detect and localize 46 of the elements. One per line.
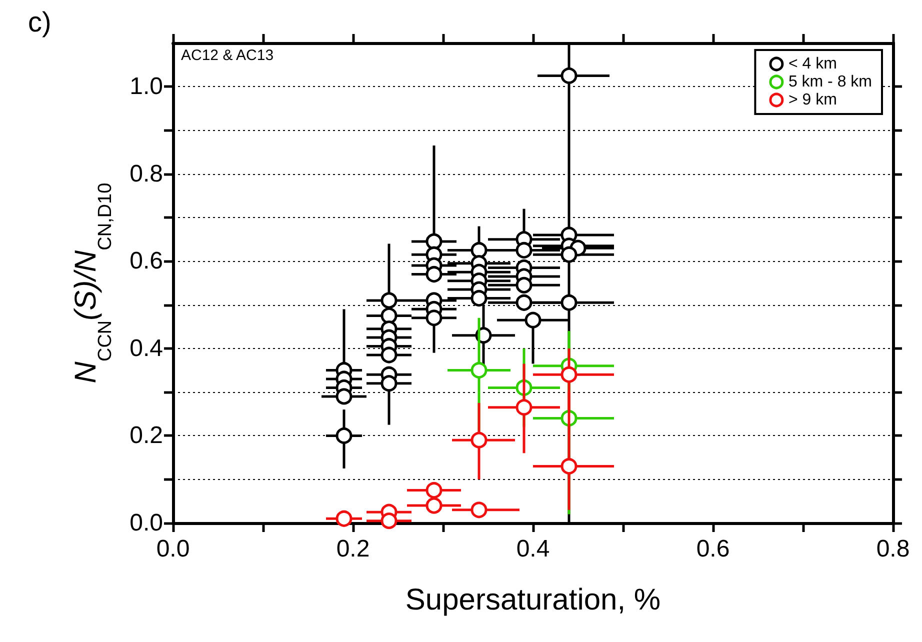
- point: [336, 510, 352, 527]
- y-tick-label: 1.0: [130, 73, 163, 100]
- point: [336, 427, 352, 444]
- y-tick-label: 0.0: [130, 510, 163, 536]
- point: [560, 246, 578, 263]
- legend-label: < 4 km: [788, 56, 837, 72]
- point: [380, 292, 398, 309]
- x-tick-label: 0.4: [516, 536, 550, 562]
- point: [560, 366, 578, 383]
- point: [426, 266, 442, 283]
- y-tick-label: 0.6: [130, 248, 163, 275]
- point: [516, 399, 532, 416]
- point: [516, 294, 532, 311]
- point: [516, 242, 532, 259]
- y-axis-title: NCCN(S)/NCN,D10: [70, 182, 116, 384]
- x-tick-label: 0.2: [336, 536, 370, 562]
- annotation: AC12 & AC13: [181, 47, 274, 64]
- point: [380, 346, 398, 364]
- x-tick-label: 0.8: [876, 536, 910, 562]
- point: [560, 67, 578, 84]
- point: [426, 482, 442, 499]
- point: [380, 512, 398, 530]
- point: [380, 307, 398, 324]
- point: [470, 290, 488, 307]
- point: [426, 233, 442, 250]
- legend-label: 5 km - 8 km: [788, 74, 872, 90]
- x-axis-title: Supersaturation, %: [405, 584, 661, 616]
- text: c): [28, 6, 52, 38]
- point: [470, 362, 488, 379]
- point: [470, 432, 488, 448]
- point: [524, 312, 542, 328]
- point: [336, 388, 352, 405]
- y-tick-label: 0.8: [130, 160, 163, 188]
- y-tick-label: 0.2: [130, 422, 163, 450]
- point: [426, 497, 442, 514]
- point: [560, 294, 578, 311]
- point: [380, 375, 398, 392]
- point: [426, 310, 442, 326]
- y-tick-label: 0.4: [130, 334, 163, 362]
- legend-label: > 9 km: [788, 92, 837, 108]
- point: [470, 242, 488, 259]
- point: [560, 458, 578, 475]
- x-tick-label: 0.0: [156, 536, 190, 562]
- point: [470, 502, 488, 518]
- x-tick-label: 0.6: [696, 536, 730, 562]
- point: [516, 276, 532, 294]
